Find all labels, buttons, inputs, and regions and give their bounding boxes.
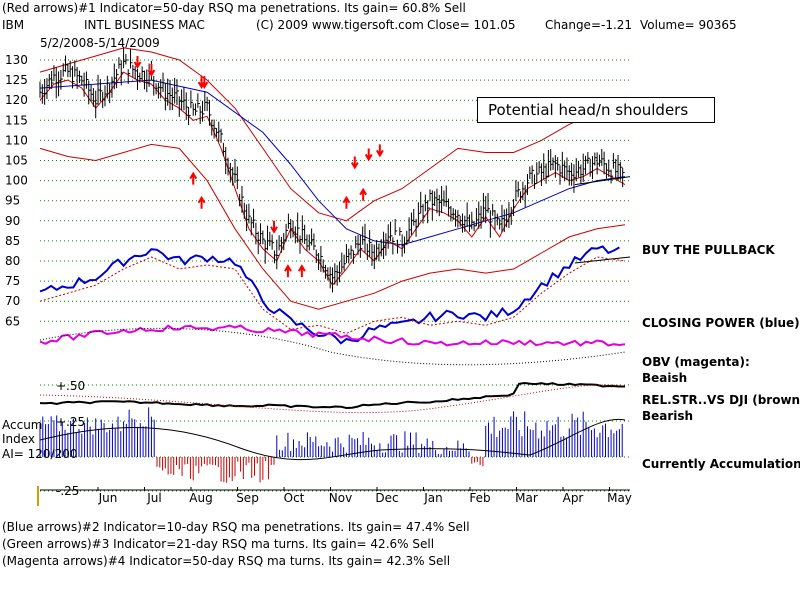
red-arrow: [350, 156, 359, 170]
y-tick-label: 70: [5, 294, 20, 308]
month-label: Jul: [146, 491, 161, 505]
relstr-line: [39, 381, 625, 410]
trend-line: [574, 256, 631, 264]
indicator3-caption: (Green arrows)#3 Indicator=21-day RSQ ma…: [2, 537, 435, 551]
accum-state: Currently Accumulation: [642, 457, 800, 471]
red-arrow: [197, 195, 206, 209]
red-arrow: [375, 144, 384, 158]
relstr-label: REL.STR..VS DJI (brown):: [642, 393, 800, 407]
y-tick-label: 85: [5, 234, 20, 248]
upper-band-line: [39, 47, 626, 222]
change-value: Change=-1.21: [545, 18, 633, 32]
volume-value: Volume= 90365: [640, 18, 737, 32]
month-label: Oct: [284, 491, 305, 505]
red-arrow: [359, 187, 368, 201]
buy-pullback-label: BUY THE PULLBACK: [642, 243, 775, 257]
month-label: May: [607, 491, 632, 505]
red-arrow: [284, 264, 292, 278]
accum-label-3: AI= 120/200: [2, 447, 78, 461]
head-shoulders-label: Potential head/n shoulders: [488, 101, 689, 119]
closing-power-label: CLOSING POWER (blue):: [642, 316, 800, 330]
y-tick-label: 95: [5, 194, 20, 208]
red-arrow: [133, 55, 142, 69]
obv-state: Beaish: [642, 371, 688, 385]
accum-label-2: Index: [2, 432, 36, 446]
obv-label: OBV (magenta):: [642, 355, 750, 369]
trend-line: [574, 176, 631, 186]
indicator2-caption: (Blue arrows)#2 Indicator=10-day RSQ ma …: [2, 520, 470, 534]
month-label: Mar: [515, 491, 538, 505]
y-tick-label: 100: [5, 174, 28, 188]
plus25-label: +.25: [56, 415, 86, 429]
month-label: Feb: [469, 491, 490, 505]
relstr-ma: [39, 384, 626, 414]
y-tick-label: 120: [5, 93, 28, 107]
accum-ma: [39, 418, 626, 461]
month-label: Nov: [329, 491, 352, 505]
y-tick-label: 105: [5, 154, 28, 168]
y-tick-label: 115: [5, 113, 28, 127]
y-tick-label: 110: [5, 133, 28, 147]
month-label: Aug: [189, 491, 212, 505]
month-label: Jun: [98, 491, 118, 505]
month-label: Jan: [423, 491, 443, 505]
red-arrow: [364, 148, 373, 162]
y-tick-label: 75: [5, 274, 20, 288]
indicator4-caption: (Magenta arrows)#4 Indicator=50-day RSQ …: [2, 554, 451, 568]
red-arrow: [200, 76, 209, 90]
red-arrow: [270, 220, 278, 234]
close-value: Close= 101.05: [427, 18, 516, 32]
copyright: (C) 2009 www.tigersoft.com: [256, 18, 424, 32]
relstr-state: Bearish: [642, 409, 694, 423]
y-tick-label: 80: [5, 254, 20, 268]
obv-line: [39, 324, 626, 347]
ticker-label: IBM: [2, 18, 25, 32]
month-label: Sep: [236, 491, 259, 505]
month-label: Dec: [375, 491, 398, 505]
y-tick-label: 125: [5, 73, 28, 87]
head-shoulders-box: Potential head/n shoulders: [477, 97, 715, 123]
accum-label-1: Accum: [2, 418, 43, 432]
y-tick-label: 65: [5, 314, 20, 328]
red-arrow: [342, 195, 351, 209]
closing-power-ma: [39, 256, 626, 334]
company-name: INTL BUSINESS MAC: [84, 18, 205, 32]
y-tick-label: 130: [5, 53, 28, 67]
lower-band-line: [39, 143, 626, 310]
plus50-label: +.50: [56, 379, 86, 393]
red-arrow: [297, 264, 306, 278]
month-label: Apr: [563, 491, 584, 505]
y-tick-label: 90: [5, 214, 20, 228]
minus25-label: -.25: [56, 484, 80, 498]
red-arrow: [147, 64, 156, 77]
indicator1-caption: (Red arrows)#1 Indicator=50-day RSQ ma p…: [2, 1, 466, 15]
red-arrow: [189, 171, 198, 185]
date-range: 5/2/2008-5/14/2009: [40, 36, 160, 50]
